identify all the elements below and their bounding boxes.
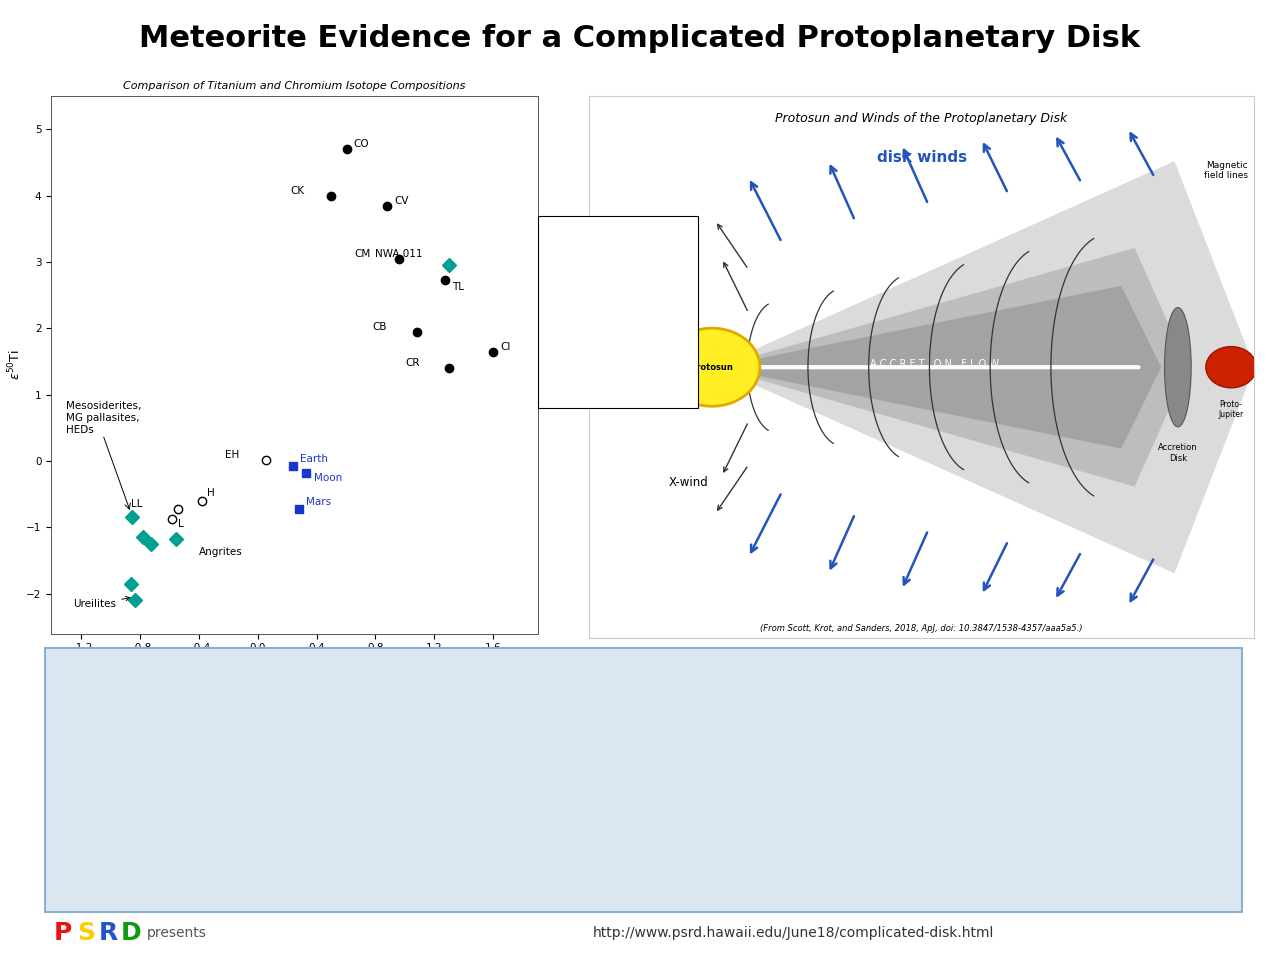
Text: non-carbonaceous
chondrites: non-carbonaceous chondrites	[572, 295, 663, 316]
Text: ◆: ◆	[557, 365, 566, 374]
Text: Meteorite Evidence for a Complicated Protoplanetary Disk: Meteorite Evidence for a Complicated Pro…	[140, 24, 1140, 53]
Ellipse shape	[1165, 307, 1192, 427]
Text: Accretion
Disk: Accretion Disk	[1158, 444, 1198, 463]
Text: Proto-
Jupiter: Proto- Jupiter	[1219, 399, 1244, 420]
Text: Earth: Earth	[301, 454, 328, 465]
Text: The dichotomy was caused and preserved by the rapid accretion of the
rocky core : The dichotomy was caused and preserved b…	[87, 842, 712, 880]
Text: disk winds: disk winds	[877, 150, 966, 165]
Text: Ureilites: Ureilites	[73, 596, 131, 609]
Text: Protosun: Protosun	[690, 363, 733, 372]
Text: X-wind: X-wind	[668, 476, 708, 489]
Text: Angrites: Angrites	[198, 547, 242, 558]
Title: Comparison of Titanium and Chromium Isotope Compositions: Comparison of Titanium and Chromium Isot…	[123, 81, 466, 91]
Text: ○: ○	[557, 296, 567, 309]
Text: H: H	[207, 488, 215, 497]
X-axis label: $\varepsilon^{54}$Cr: $\varepsilon^{54}$Cr	[276, 659, 312, 676]
Text: (Based on Warren, P. H. 2011, EPSL, v. 311, p. 93-100, Fig. 1, doi:10.1016/j.eps: (Based on Warren, P. H. 2011, EPSL, v. 3…	[51, 648, 447, 657]
Y-axis label: $\varepsilon^{50}$Ti: $\varepsilon^{50}$Ti	[6, 349, 23, 380]
Text: EH: EH	[225, 449, 239, 460]
Text: Protosun and Winds of the Protoplanetary Disk: Protosun and Winds of the Protoplanetary…	[776, 112, 1068, 125]
Text: A C C R E T I O N   F L O W: A C C R E T I O N F L O W	[870, 359, 1000, 370]
Text: NWA 011: NWA 011	[375, 249, 422, 258]
Text: D: D	[120, 922, 141, 945]
Text: Mesosiderites,
MG pallasites,
HEDs: Mesosiderites, MG pallasites, HEDs	[67, 401, 141, 435]
Circle shape	[664, 328, 760, 406]
Text: L: L	[178, 519, 184, 529]
Text: CI: CI	[500, 342, 511, 351]
Text: CR: CR	[404, 358, 420, 368]
Text: CB: CB	[372, 322, 387, 331]
Text: P: P	[54, 922, 72, 945]
Text: CK: CK	[291, 185, 305, 196]
Text: S: S	[77, 922, 95, 945]
Polygon shape	[716, 161, 1254, 573]
Text: •: •	[67, 778, 77, 796]
Text: TL: TL	[452, 282, 465, 292]
Text: LL: LL	[131, 499, 142, 509]
Text: CO: CO	[353, 139, 369, 149]
Text: (From Scott, Krot, and Sanders, 2018, ApJ, doi: 10.3847/1538-4357/aaa5a5.): (From Scott, Krot, and Sanders, 2018, Ap…	[760, 624, 1083, 633]
Text: •: •	[67, 674, 77, 692]
Text: Magnetic
field lines: Magnetic field lines	[1203, 161, 1248, 180]
Text: Mars: Mars	[306, 497, 332, 507]
Text: carbonaceous
chondrites: carbonaceous chondrites	[572, 237, 640, 258]
Text: Moon: Moon	[314, 473, 342, 483]
Circle shape	[1206, 347, 1257, 388]
Text: This clustering may represent formation in the inner versus outer Solar
System.: This clustering may represent formation …	[87, 778, 709, 816]
Text: Isotopic compositions show that carbonaceous chondrites and basaltic
meteorite N: Isotopic compositions show that carbonac…	[87, 674, 748, 755]
Text: R: R	[99, 922, 118, 945]
Text: CV: CV	[394, 196, 410, 205]
Text: ●: ●	[557, 238, 567, 252]
Polygon shape	[716, 286, 1161, 448]
Text: http://www.psrd.hawaii.edu/June18/complicated-disk.html: http://www.psrd.hawaii.edu/June18/compli…	[593, 926, 995, 940]
Text: CM: CM	[355, 249, 371, 258]
Text: presents: presents	[147, 926, 207, 940]
Polygon shape	[716, 248, 1188, 487]
Text: differentiated
meteorites: differentiated meteorites	[572, 362, 639, 383]
Text: •: •	[67, 842, 77, 860]
